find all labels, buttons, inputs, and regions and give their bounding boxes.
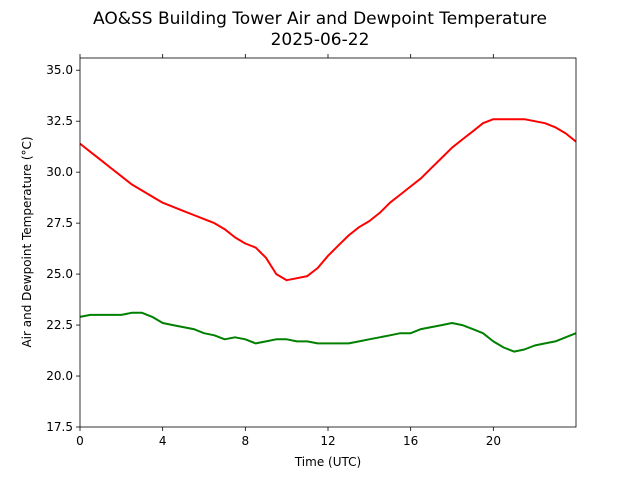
y-tick-label-5: 30.0	[46, 165, 73, 179]
y-axis-label: Air and Dewpoint Temperature (°C)	[20, 136, 34, 347]
series-line-0	[79, 118, 577, 282]
y-tick-label-1: 20.0	[46, 369, 73, 383]
y-tick-label-2: 22.5	[46, 318, 73, 332]
y-tick-label-0: 17.5	[46, 420, 73, 434]
chart-subtitle: 2025-06-22	[271, 30, 370, 50]
x-axis-label: Time (UTC)	[294, 455, 361, 469]
x-tick-label-5: 20	[486, 434, 501, 448]
y-tick-label-6: 32.5	[46, 114, 73, 128]
x-tick-label-3: 12	[320, 434, 335, 448]
y-tick-label-4: 27.5	[46, 216, 73, 230]
plot-background	[80, 58, 576, 427]
plot-area: 0 4 8 12 16 20 17.5 20.0 22.5 25.0 27.5 30.0 32.5 35.…	[46, 54, 577, 448]
x-tick-label-4: 16	[403, 434, 418, 448]
y-tick-label-3: 25.0	[46, 267, 73, 281]
x-tick-label-2: 8	[242, 434, 250, 448]
y-tick-label-7: 35.0	[46, 63, 73, 77]
series-line-1	[79, 311, 577, 353]
plot-frame	[79, 57, 577, 428]
chart-title: AO&SS Building Tower Air and Dewpoint Te…	[93, 9, 547, 29]
x-tick-label-1: 4	[159, 434, 167, 448]
x-tick-label-0: 0	[76, 434, 84, 448]
